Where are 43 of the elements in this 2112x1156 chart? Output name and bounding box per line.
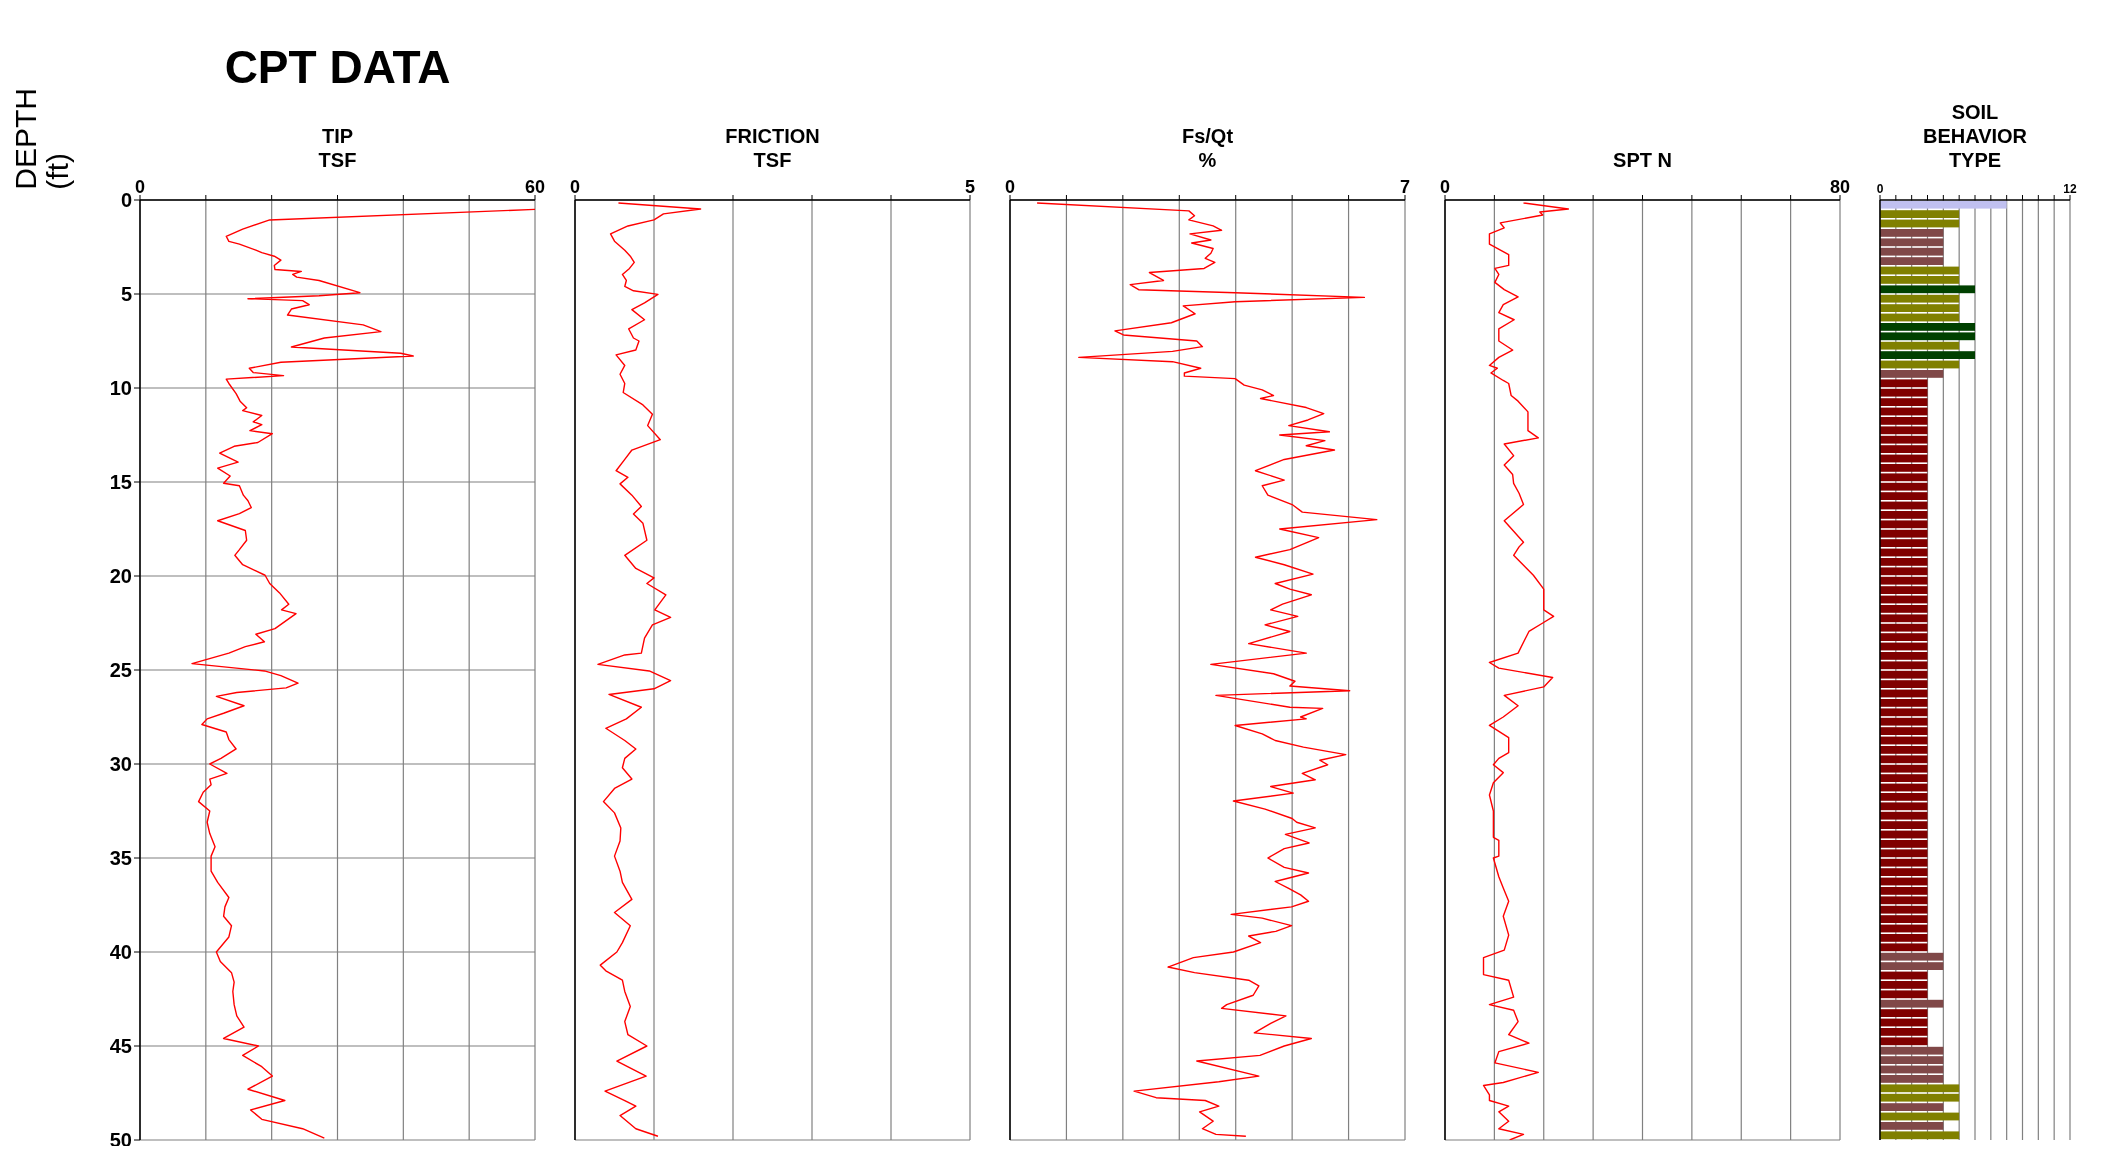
y-tick-label: 5 — [120, 283, 132, 306]
bar — [1880, 285, 1975, 294]
y-tick-label: 25 — [109, 659, 132, 682]
bar — [1880, 999, 1944, 1008]
line-series — [191, 208, 535, 1139]
bar — [1880, 1122, 1944, 1130]
x-tick-label: 60 — [524, 177, 546, 197]
y-tick-label: 15 — [109, 471, 132, 494]
x-tick-label: 0 — [1439, 177, 1451, 197]
x-axis-title: FRICTION TSF — [725, 124, 820, 172]
bar — [1880, 370, 1944, 378]
bar — [1880, 1009, 1928, 1017]
bar — [1880, 1103, 1944, 1111]
x-tick-label: 0 — [134, 177, 146, 197]
x-axis-title: SPT N — [1613, 148, 1672, 172]
x-axis-title: Fs/Qt % — [1181, 124, 1234, 172]
y-tick-label: 35 — [109, 847, 132, 870]
y-tick-label: 10 — [109, 377, 132, 400]
x-axis-title: TIP TSF — [318, 124, 357, 172]
bar — [1880, 200, 2007, 209]
x-tick-label: 12 — [2063, 182, 2077, 196]
x-tick-label: 0 — [1876, 182, 1884, 196]
x-tick-label: 80 — [1829, 177, 1851, 197]
x-tick-label: 0 — [1004, 177, 1016, 197]
chart-title: CPT DATA — [223, 40, 452, 94]
x-tick-label: 0 — [569, 177, 581, 197]
x-tick-label: 5 — [964, 177, 976, 197]
y-tick-label: 40 — [109, 941, 132, 964]
bar — [1880, 1131, 1960, 1140]
y-tick-label: 45 — [109, 1035, 132, 1058]
bar — [1880, 276, 1960, 284]
bar — [1880, 379, 1928, 388]
bar — [1880, 341, 1960, 350]
x-axis-title: SOIL BEHAVIOR TYPE — [1922, 100, 2028, 172]
y-axis-title: DEPTH (ft) — [9, 88, 74, 190]
bar — [1880, 351, 1975, 359]
x-tick-label: 7 — [1399, 177, 1411, 197]
bar — [1880, 1084, 1960, 1093]
bar — [1880, 210, 1960, 218]
bar — [1880, 1093, 1960, 1102]
y-tick-label: 20 — [109, 565, 132, 588]
y-tick-label: 30 — [109, 753, 132, 776]
bar — [1880, 1075, 1944, 1083]
